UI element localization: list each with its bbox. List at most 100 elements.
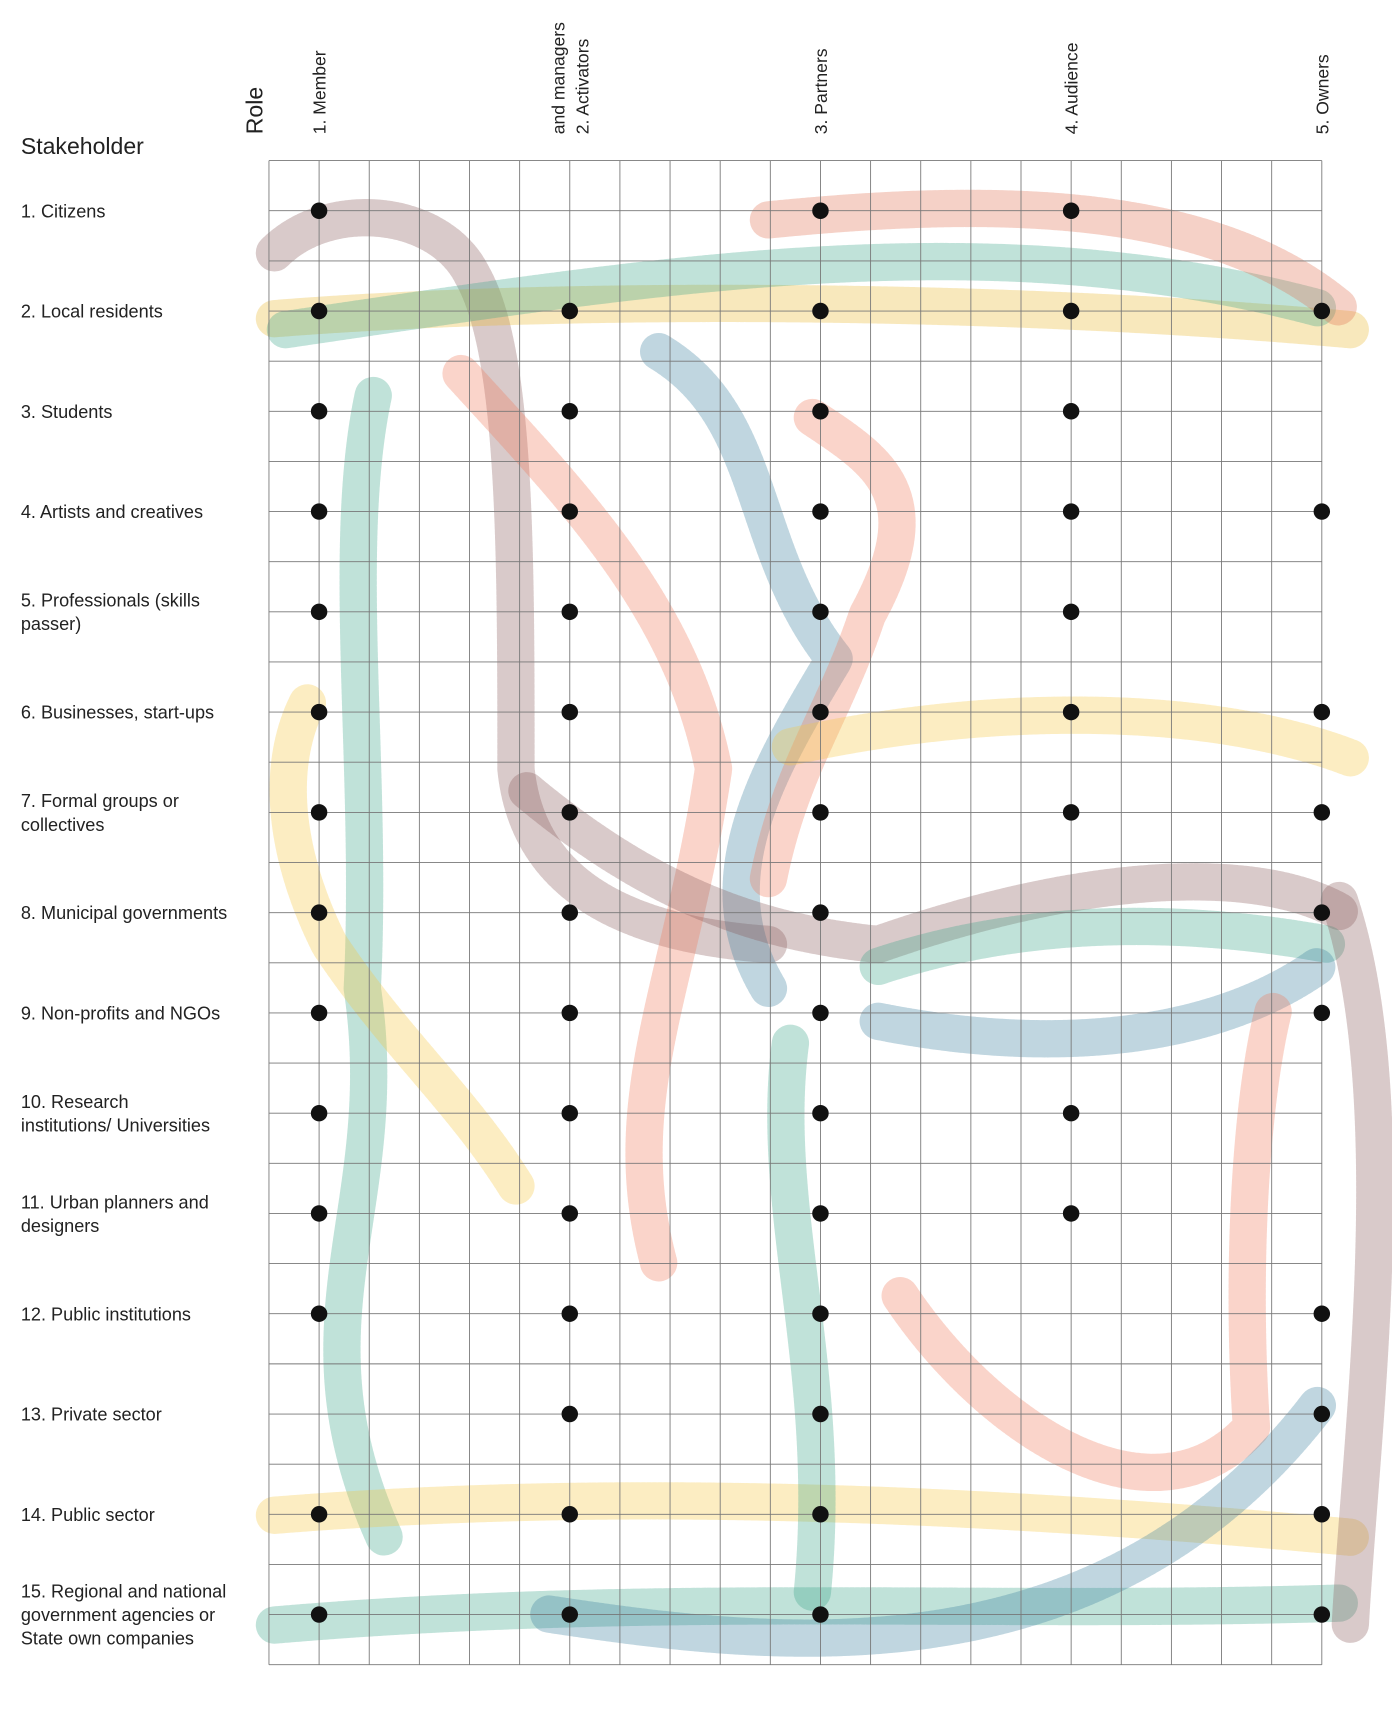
role-label: 5. Owners: [1312, 54, 1332, 134]
role-dot: [561, 1405, 579, 1423]
stakeholder-label-line: 1. Citizens: [21, 201, 106, 221]
stakeholder-label-line: 13. Private sector: [21, 1405, 162, 1425]
role-dot: [812, 1305, 829, 1322]
stakeholder-label-line: 12. Public institutions: [21, 1304, 191, 1324]
role-dot: [561, 703, 579, 721]
role-dot: [1313, 1305, 1331, 1322]
role-dot: [1062, 703, 1080, 721]
stakeholder-label: 3. Students: [21, 402, 113, 422]
stakeholder-label: 9. Non-profits and NGOs: [21, 1004, 220, 1024]
stakeholder-label-line: 15. Regional and national: [21, 1582, 226, 1602]
role-dot: [812, 1104, 829, 1122]
role-dot: [812, 403, 829, 420]
stakeholder-label-line: 5. Professionals (skills: [21, 591, 200, 611]
role-dot: [812, 804, 829, 821]
stakeholder-label: 13. Private sector: [21, 1405, 162, 1425]
role-label-line: 1. Member: [310, 50, 330, 134]
stakeholder-label-line: 4. Artists and creatives: [21, 502, 203, 522]
stakeholder-label: 11. Urban planners and designers: [21, 1192, 209, 1236]
stakeholder-label-line: 3. Students: [21, 402, 113, 422]
role-dot: [561, 603, 579, 621]
role-label-line: and managers: [548, 22, 568, 134]
role-dot: [561, 503, 579, 520]
role-label: 4. Audience: [1062, 43, 1082, 135]
role-dot: [1313, 1606, 1331, 1623]
role-dot: [812, 1606, 829, 1623]
role-label: 3. Partners: [811, 48, 831, 134]
role-dot: [812, 1506, 829, 1523]
scribbles: [255, 189, 1392, 1657]
stakeholder-label-line: State own companies: [21, 1629, 194, 1649]
stakeholder-label: 4. Artists and creatives: [21, 502, 203, 522]
role-dot: [1062, 302, 1080, 320]
role-header: Role: [241, 87, 267, 134]
role-label-line: 4. Audience: [1062, 43, 1082, 135]
dots: [310, 202, 1331, 1623]
role-dot: [310, 403, 328, 420]
role-dot: [310, 1004, 328, 1022]
role-dot: [561, 804, 579, 821]
stakeholder-label-line: 7. Formal groups or: [21, 791, 179, 811]
stakeholder-label-line: 11. Urban planners and: [21, 1192, 209, 1212]
stakeholder-label: 5. Professionals (skills passer): [21, 591, 200, 635]
stakeholder-label-line: passer): [21, 614, 81, 634]
stakeholder-label: 8. Municipal governments: [21, 903, 227, 923]
stakeholder-label: 2. Local residents: [21, 302, 163, 322]
role-dot: [310, 503, 328, 520]
role-dot: [1313, 703, 1331, 721]
role-dot: [812, 603, 829, 621]
stakeholder-label-line: 14. Public sector: [21, 1505, 155, 1525]
role-dot: [310, 1506, 328, 1523]
stakeholder-label: 10. Research institutions/ Universities: [21, 1092, 210, 1136]
role-dot: [561, 1506, 579, 1523]
stakeholder-label: 15. Regional and national government agen…: [21, 1582, 226, 1649]
role-dot: [310, 302, 328, 320]
role-dot: [310, 202, 328, 219]
stakeholder-label: 1. Citizens: [21, 201, 106, 221]
role-dot: [1062, 804, 1080, 821]
role-dot: [561, 1606, 579, 1623]
role-dot: [1313, 904, 1331, 921]
role-dot: [561, 1004, 579, 1022]
role-dot: [1313, 302, 1331, 320]
stakeholder-label: 12. Public institutions: [21, 1304, 191, 1324]
role-dot: [812, 1405, 829, 1423]
role-dot: [310, 1305, 328, 1322]
role-label-line: 2. Activators: [572, 38, 592, 134]
role-dot: [310, 1104, 328, 1122]
role-dot: [1062, 603, 1080, 621]
stakeholder-label: 14. Public sector: [21, 1505, 155, 1525]
role-dot: [1313, 1004, 1331, 1022]
role-dot: [812, 703, 829, 721]
stakeholder-label-line: collectives: [21, 815, 105, 835]
role-dot: [310, 703, 328, 721]
stakeholder-label-line: 2. Local residents: [21, 302, 163, 322]
role-dot: [310, 1205, 328, 1222]
role-dot: [1313, 503, 1331, 520]
stakeholder-label-line: 9. Non-profits and NGOs: [21, 1004, 220, 1024]
grid: [268, 160, 1323, 1666]
role-dot: [310, 1606, 328, 1623]
role-dot: [1313, 804, 1331, 821]
role-dot: [1313, 1405, 1331, 1423]
role-dot: [561, 302, 579, 320]
stakeholder-label-line: 10. Research: [21, 1092, 129, 1112]
stakeholder-label-line: 6. Businesses, start-ups: [21, 703, 214, 723]
stakeholder-label-line: designers: [21, 1216, 100, 1236]
stakeholder-label-line: government agencies or: [21, 1605, 215, 1625]
role-dot: [812, 1205, 829, 1222]
role-label-line: 3. Partners: [811, 48, 831, 134]
role-dot: [1062, 1104, 1080, 1122]
stakeholder-header: Stakeholder: [21, 133, 144, 159]
role-dot: [812, 503, 829, 520]
role-dot: [561, 1305, 579, 1322]
stakeholder-label-line: 8. Municipal governments: [21, 903, 227, 923]
role-dot: [1062, 1205, 1080, 1222]
role-dot: [812, 202, 829, 219]
role-dot: [812, 302, 829, 320]
role-label-line: 5. Owners: [1312, 54, 1332, 134]
role-dot: [1062, 503, 1080, 520]
role-dot: [310, 904, 328, 921]
stakeholder-label-line: institutions/ Universities: [21, 1116, 210, 1136]
